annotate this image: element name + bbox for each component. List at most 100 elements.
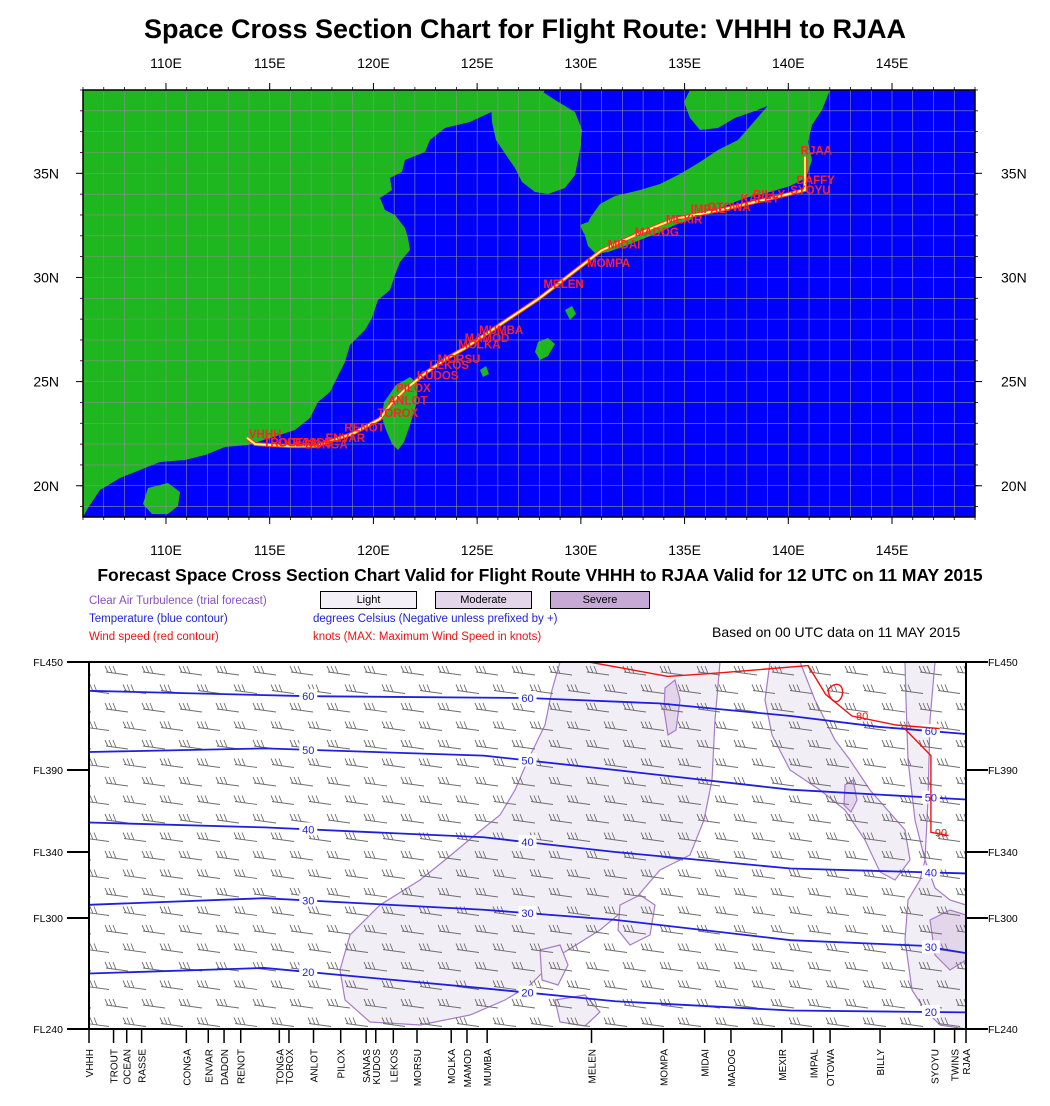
wind-barb [788,684,813,694]
wind-barb [603,943,628,953]
wind-barb [566,795,591,805]
wind-barb [529,1017,554,1027]
wind-barb [492,721,517,731]
waypoint-label: KUDOS [417,371,459,383]
waypoint-axis-label: SANAS [362,1049,373,1083]
wind-barb [141,739,166,750]
wind-barb [714,943,739,953]
land-layer [83,90,830,517]
wind-barb [400,665,425,676]
wind-barb [492,980,517,990]
waypoint-axis-label: KUDOS [372,1049,383,1085]
wind-barb [603,795,628,805]
waypoint-axis-label: DADON [220,1049,231,1085]
wind-barb [159,721,184,731]
wind-barb [825,795,850,805]
wind-barb [474,776,499,787]
wind-barb [363,739,388,750]
lon-tick-label-bottom: 135E [668,542,701,558]
wind-barb [807,850,832,861]
lon-tick-label-top: 120E [357,55,390,71]
land-hokkaido-edge [684,90,780,130]
wind-barb [437,961,462,972]
wind-barb [585,924,610,935]
wind-barb [289,702,314,713]
waypoint-axis-label: SYOYU [930,1049,941,1084]
wind-barb [307,943,332,953]
wind-barb [178,924,203,935]
wind-barb [677,795,702,805]
wind-barb [418,943,443,953]
wind-barb [270,721,295,731]
wind-barb [714,795,739,805]
cross-section-frame [88,661,967,1030]
wind-barb [122,832,147,842]
wind-barb [307,758,332,768]
wind-barb [270,832,295,842]
map-panel: 110E 110E 115E 115E 120E 120E 125E 125E 130E 130E… [33,55,1026,558]
wind-barb [566,832,591,842]
wind-barb [104,665,129,676]
waypoint-axis-label: MAMOD [463,1049,474,1087]
wind-barb [196,1017,221,1027]
wind-barb [363,776,388,787]
wind-barb [862,906,887,916]
lon-tick-label-bottom: 120E [357,542,390,558]
wind-barb [696,850,721,861]
wind-barb [696,702,721,713]
waypoint-label: IMPAL [691,204,726,216]
wind-barb [270,943,295,953]
waypoint-axis-label: MIDAI [701,1049,712,1077]
wind-barb [104,961,129,972]
wind-barb [233,906,258,916]
wind-barb [89,674,92,676]
wind-barb [437,998,462,1009]
wind-barb [141,924,166,935]
wind-barb [215,665,240,676]
wind-barb [344,795,369,805]
wind-barb [974,722,997,731]
wind-barb [122,980,147,990]
wind-barb [862,795,887,805]
wind-barb [622,776,647,787]
wind-barb [603,906,628,916]
wind-barb [936,684,961,694]
wind-barb [511,887,536,898]
wind-barb [936,1017,961,1027]
wind-barb [326,776,351,787]
waypoint-axis-label: RJAA [962,1049,973,1075]
wind-barb [344,980,369,990]
waypoint-axis-label: ENVAR [204,1049,215,1083]
wind-barb [640,943,665,953]
wind-barb [548,739,573,750]
wind-barb [307,906,332,916]
wind-barb [437,665,462,676]
wind-barb [233,684,258,694]
wind-barb [363,702,388,713]
wind-barb [993,925,1016,934]
wind-barb [807,702,832,713]
wind-barb [270,684,295,694]
wind-barb [270,869,295,879]
wind-barb [511,665,536,676]
wind-barb [252,702,277,713]
contour-label-bg [299,689,318,703]
wind-barb [622,739,647,750]
waypoint-axis-label: CONGA [182,1049,193,1086]
wind-barb [993,777,1016,786]
wind-barb [326,702,351,713]
waypoint-label: PILOX [396,383,431,395]
wind-barb [196,684,221,694]
wind-barb [844,739,869,750]
wind-barb [844,776,869,787]
waypoint-axis-label: MUMBA [483,1049,494,1087]
wind-barb [89,758,110,768]
waypoint-axis-label: RASSE [138,1049,149,1083]
wind-barb [400,813,425,824]
wind-barb [770,665,795,676]
temperature-contour-label: 30 [302,896,314,908]
wind-barb [233,943,258,953]
fl-label-right: FL300 [988,913,1018,925]
wind-barb [993,814,1016,823]
wind-barb [640,684,665,694]
